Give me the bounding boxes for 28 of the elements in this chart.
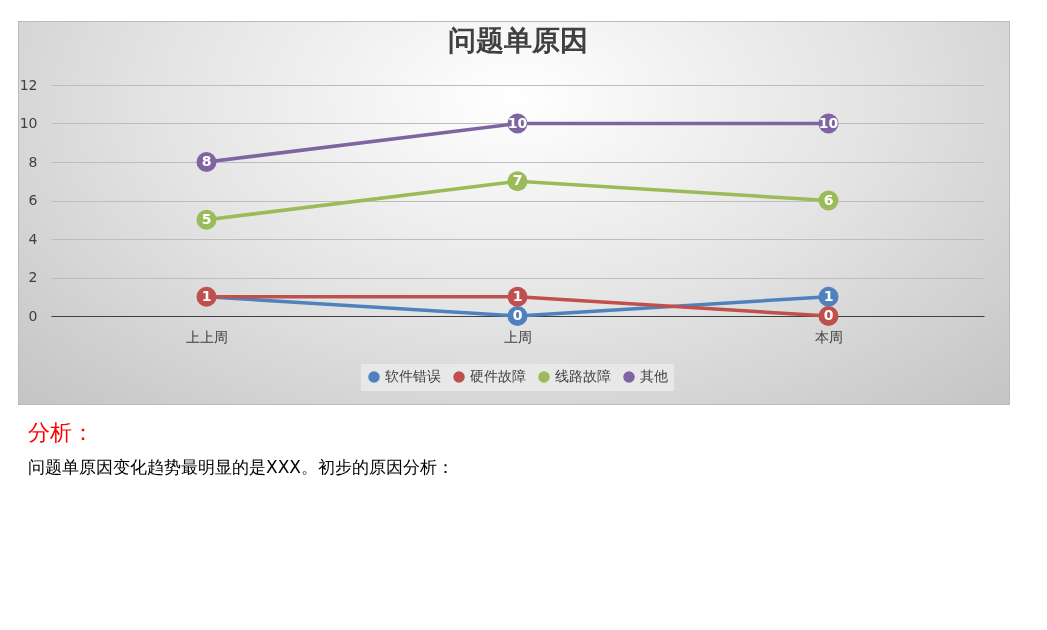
x-tick-label: 上周 xyxy=(504,328,532,345)
y-tick-label: 12 xyxy=(19,76,38,93)
data-label: 10 xyxy=(507,114,528,131)
y-tick-label: 8 xyxy=(28,153,38,170)
legend-label: 软件错误 xyxy=(385,368,441,384)
data-label: 0 xyxy=(512,307,523,323)
data-label: 8 xyxy=(201,153,212,169)
data-label: 1 xyxy=(201,287,212,304)
text: 问题单原因变化趋势最明显的是XXX。初步的原因分析： xyxy=(28,456,454,479)
data-label: 6 xyxy=(823,191,834,208)
data-label: 1 xyxy=(512,287,523,304)
data-label: 5 xyxy=(201,210,212,227)
y-tick-label: 2 xyxy=(28,269,38,285)
text: 分析： xyxy=(28,419,95,447)
legend-label: 硬件故障 xyxy=(470,368,526,384)
data-label: 1 xyxy=(823,287,834,304)
data-label: 10 xyxy=(818,114,839,131)
x-tick-label: 上上周 xyxy=(186,328,228,345)
legend-label: 线路故障 xyxy=(555,368,611,384)
chart-title: 问题单原因 xyxy=(447,24,588,57)
y-tick-label: 0 xyxy=(28,307,38,324)
data-label: 7 xyxy=(512,172,523,189)
legend-label: 其他 xyxy=(640,368,668,384)
data-label: 0 xyxy=(823,307,834,323)
y-tick-label: 6 xyxy=(28,192,38,208)
x-tick-label: 本周 xyxy=(815,328,843,345)
y-tick-label: 4 xyxy=(28,230,38,247)
y-tick-label: 10 xyxy=(19,115,38,131)
